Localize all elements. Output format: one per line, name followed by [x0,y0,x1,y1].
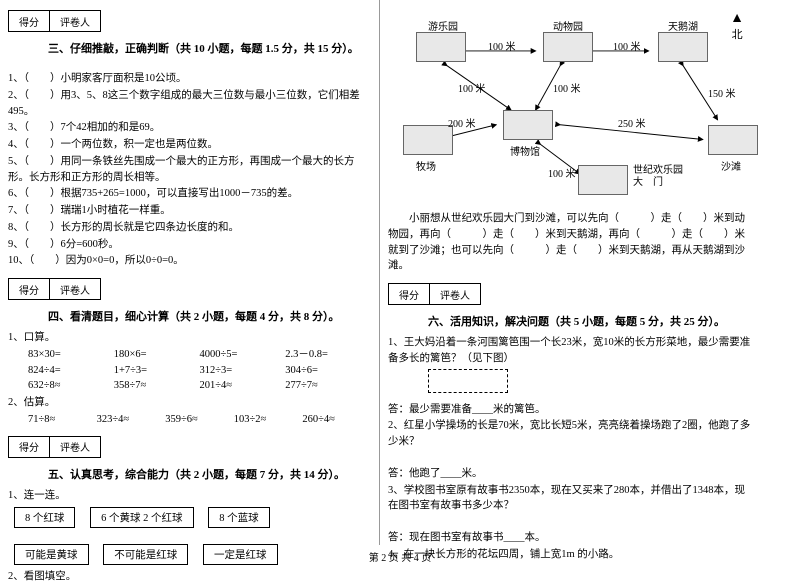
box-must-red: 一定是红球 [203,544,278,565]
node-museum [503,110,553,140]
score-box-6: 得分 评卷人 [388,283,481,305]
q6-1: 1、王大妈沿着一条河围篱笆围一个长23米，宽10米的长方形菜地，最少需要准备多长… [388,335,752,367]
judge-item: 9、（ ）6分=600秒。 [8,237,371,253]
section5-title: 五、认真思考，综合能力（共 2 小题，每题 7 分，共 14 分）。 [48,466,371,482]
fence-diagram [428,369,508,393]
calc-row: 824÷4=1+7÷3=312÷3=304÷6= [28,363,371,379]
judge-item: 4、（ ）一个两位数，积一定也是两位数。 [8,137,371,153]
map-diagram: ▲ 北 游乐园 动物园 天鹅湖 [388,10,752,205]
judge-item: 2、（ ）用3、5、8这三个数字组成的最大三位数与最小三位数，它们相差495。 [8,88,371,120]
box-not-red: 不可能是红球 [103,544,188,565]
a6-3: 答：现在图书室有故事书____本。 [388,530,752,546]
a6-1: 答：最少需要准备____米的篱笆。 [388,402,752,418]
node-beach [708,125,758,155]
judge-item: 3、（ ）7个42相加的和是69。 [8,120,371,136]
section3-items: 1、（ ）小明家客厅面积是10公顷。2、（ ）用3、5、8这三个数字组成的最大三… [8,71,371,269]
reviewer-label: 评卷人 [50,11,100,31]
calc-row: 83×30=180×6=4000÷5=2.3－0.8= [28,347,371,363]
q6-3: 3、学校图书室原有故事书2350本，现在又买来了280本，并借出了1348本，现… [388,483,752,515]
box-maybe-yellow: 可能是黄球 [14,544,89,565]
label-museum: 博物馆 [510,143,540,158]
judge-item: 8、（ ）长方形的周长就是它四条边长度的和。 [8,220,371,236]
section6-title: 六、活用知识，解决问题（共 5 小题，每题 5 分，共 25 分）。 [428,313,752,329]
q6-4: 4、在一块长方形的花坛四周，铺上宽1m 的小路。 [388,547,752,563]
box-blue: 8 个蓝球 [208,507,269,528]
section4-title: 四、看清题目，细心计算（共 2 小题，每题 4 分，共 8 分）。 [48,308,371,324]
section3-title: 三、仔细推敲，正确判断（共 10 小题，每题 1.5 分，共 15 分）。 [48,40,371,56]
boxes-row-1: 8 个红球 6 个黄球 2 个红球 8 个蓝球 [8,504,371,531]
node-zoo [543,32,593,62]
q4-2-label: 2、估算。 [8,395,371,411]
score-box-3: 得分 评卷人 [8,10,101,32]
node-gate [578,165,628,195]
a6-2: 答：他跑了____米。 [388,466,752,482]
label-farm: 牧场 [416,158,436,173]
q5-1-label: 1、连一连。 [8,488,371,504]
node-park [416,32,466,62]
box-yellow-red: 6 个黄球 2 个红球 [90,507,193,528]
box-red: 8 个红球 [14,507,75,528]
judge-item: 1、（ ）小明家客厅面积是10公顷。 [8,71,371,87]
score-box-5: 得分 评卷人 [8,436,101,458]
map-question: 小丽想从世纪欢乐园大门到沙滩，可以先向（ ）走（ ）米到动物园，再向（ ）走（ … [388,211,752,274]
score-label: 得分 [9,11,50,31]
boxes-row-2: 可能是黄球 不可能是红球 一定是红球 [8,541,371,568]
label-gate: 世纪欢乐园大 门 [633,165,683,189]
judge-item: 7、（ ）瑞瑞1小时植花一样重。 [8,203,371,219]
q5-2-label: 2、看图填空。 [8,569,371,585]
judge-item: 10、（ ）因为0×0=0，所以0÷0=0。 [8,253,371,269]
label-swan: 天鹅湖 [668,18,698,33]
label-park: 游乐园 [428,18,458,33]
node-farm [403,125,453,155]
label-zoo: 动物园 [553,18,583,33]
judge-item: 5、（ ）用同一条铁丝先围成一个最大的正方形，再围成一个最大的长方形。长方形和正… [8,154,371,186]
node-swan [658,32,708,62]
calc-row: 632÷8≈358÷7≈201÷4≈277÷7≈ [28,378,371,394]
judge-item: 6、（ ）根据735+265=1000，可以直接写出1000－735的差。 [8,186,371,202]
q4-1-label: 1、口算。 [8,330,371,346]
score-box-4: 得分 评卷人 [8,278,101,300]
q6-2: 2、红星小学操场的长是70米，宽比长短5米，亮亮绕着操场跑了2圈，他跑了多少米？ [388,418,752,450]
label-beach: 沙滩 [721,158,741,173]
